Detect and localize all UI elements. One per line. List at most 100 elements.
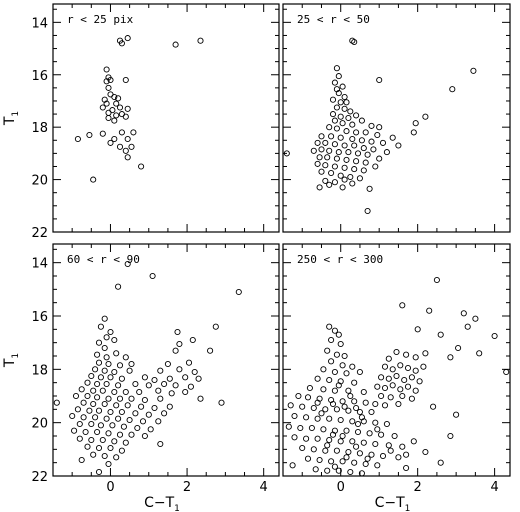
data-point: [105, 109, 112, 116]
data-point: [378, 392, 385, 400]
data-point: [314, 415, 321, 422]
data-point: [449, 86, 456, 93]
data-point: [374, 131, 381, 139]
data-point: [408, 374, 415, 381]
data-point: [376, 76, 383, 84]
data-point: [353, 129, 360, 136]
data-point: [399, 443, 406, 450]
data-point: [138, 403, 145, 410]
data-point: [101, 400, 108, 408]
data-point: [372, 163, 379, 170]
data-point: [351, 398, 358, 405]
data-point: [347, 108, 354, 115]
data-point: [176, 366, 183, 373]
data-point: [491, 332, 498, 340]
panel-label: r < 25 pix: [67, 13, 134, 26]
data-point: [372, 400, 379, 408]
data-point: [354, 420, 362, 428]
data-point: [353, 443, 360, 450]
data-point: [360, 145, 367, 152]
data-point: [316, 154, 323, 161]
data-point: [341, 105, 348, 112]
data-point: [90, 400, 97, 408]
data-point: [107, 328, 114, 336]
x-tick-label: 2: [414, 480, 422, 495]
data-point: [331, 79, 338, 86]
data-point: [326, 147, 333, 154]
data-point: [113, 454, 120, 461]
data-point: [124, 35, 131, 42]
data-point: [113, 100, 120, 107]
data-point: [287, 402, 294, 409]
data-point: [337, 99, 344, 106]
data-point: [124, 105, 131, 112]
data-point: [299, 403, 306, 410]
data-point: [235, 288, 242, 296]
data-point: [379, 139, 387, 146]
data-point: [128, 395, 135, 402]
data-point: [453, 411, 460, 418]
data-point: [360, 439, 367, 446]
data-point: [92, 414, 99, 421]
data-point: [122, 76, 129, 84]
data-point: [341, 142, 348, 149]
data-point: [141, 396, 148, 404]
data-point: [283, 150, 290, 157]
y-tick-label: 14: [31, 16, 48, 31]
data-point: [387, 394, 394, 401]
data-point: [105, 84, 112, 91]
data-point: [335, 331, 342, 338]
data-point: [349, 135, 356, 143]
data-point: [437, 459, 444, 466]
data-point: [322, 139, 329, 146]
data-point: [74, 406, 81, 413]
data-point: [105, 430, 112, 437]
data-point: [111, 93, 118, 101]
data-point: [364, 455, 371, 462]
data-point: [339, 398, 346, 405]
data-point: [314, 139, 321, 146]
data-point: [349, 418, 356, 425]
data-point: [358, 137, 365, 144]
data-point: [378, 374, 385, 381]
data-point: [291, 434, 298, 441]
data-point: [116, 431, 124, 438]
data-point: [362, 399, 369, 406]
data-point: [318, 133, 325, 140]
data-point: [207, 347, 214, 354]
data-point: [304, 394, 312, 401]
data-point: [312, 466, 319, 473]
data-point: [374, 426, 381, 433]
data-point: [329, 400, 337, 408]
data-point: [97, 374, 104, 381]
data-point: [295, 392, 302, 400]
data-point: [410, 438, 417, 445]
data-point: [331, 179, 338, 186]
data-point: [107, 76, 114, 84]
x-tick-label: 4: [490, 480, 498, 495]
data-point: [387, 447, 394, 454]
data-point: [285, 423, 292, 430]
data-point: [185, 359, 193, 366]
data-point: [113, 112, 120, 119]
data-point: [320, 426, 327, 433]
data-point: [118, 40, 125, 47]
data-point: [343, 427, 350, 434]
data-point: [172, 382, 179, 389]
data-point: [404, 383, 412, 390]
data-point: [78, 386, 85, 393]
data-point: [401, 376, 408, 384]
data-point: [195, 375, 202, 382]
data-point: [331, 387, 338, 394]
data-point: [328, 458, 335, 465]
data-point: [76, 420, 83, 428]
data-point: [320, 386, 327, 393]
data-point: [97, 422, 104, 429]
panel-label: 250 < r < 300: [297, 253, 383, 266]
data-point: [397, 386, 404, 393]
data-point: [94, 428, 101, 436]
data-point: [399, 392, 406, 400]
data-point: [197, 37, 204, 44]
data-point: [308, 424, 315, 432]
data-point: [314, 160, 321, 167]
